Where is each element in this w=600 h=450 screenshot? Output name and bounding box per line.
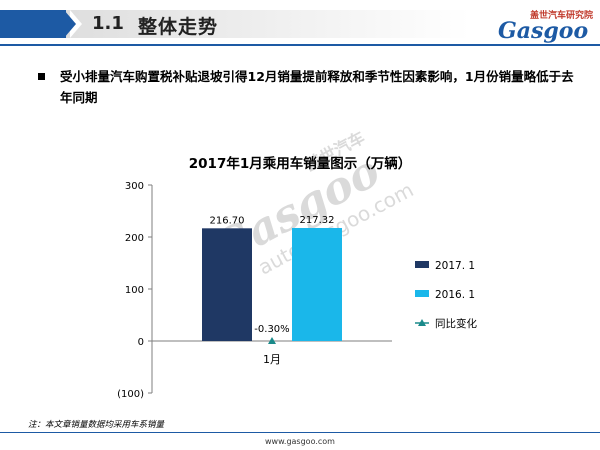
header-divider (0, 44, 600, 46)
logo-chinese-text: 盖世汽车研究院 (530, 11, 594, 21)
legend-label: 2017. 1 (435, 260, 475, 272)
yoy-marker (268, 337, 276, 344)
footer-url: www.gasgoo.com (265, 437, 335, 446)
footnote: 注：本文章销量数据均采用车系销量 (28, 420, 165, 430)
footer-divider (0, 432, 600, 433)
legend-swatch (415, 290, 429, 297)
bar-data-label: 216.70 (210, 215, 245, 226)
bullet-icon (38, 73, 45, 80)
legend-swatch (415, 261, 429, 268)
bar-2016 (292, 227, 342, 341)
x-category-label: 1月 (263, 353, 281, 366)
bar-data-label: 217.32 (300, 215, 335, 226)
yoy-data-label: -0.30% (254, 324, 289, 335)
legend-label: 同比变化 (435, 317, 477, 330)
logo-english-text: Gasgoo (498, 18, 589, 44)
y-tick-label: 100 (125, 285, 144, 296)
section-number: 1.1 (92, 13, 124, 34)
gasgoo-logo: 盖世汽车研究院 Gasgoo (496, 8, 596, 44)
section-title: 整体走势 (138, 16, 219, 38)
bullet-text: 受小排量汽车购置税补贴退坡引得12月销量提前释放和季节性因素影响，1月份销量略低… (60, 69, 574, 105)
bar-2017 (202, 228, 252, 341)
y-tick-label: 200 (125, 233, 144, 244)
chart-title: 2017年1月乘用车销量图示（万辆） (188, 156, 412, 172)
legend-marker (418, 319, 426, 326)
header-bar: 1.1 整体走势 盖世汽车研究院 Gasgoo (0, 0, 600, 48)
legend-label: 2016. 1 (435, 289, 475, 301)
y-tick-label: (100) (117, 389, 144, 400)
header-chevron (64, 10, 76, 38)
y-tick-label: 0 (138, 337, 144, 348)
y-tick-label: 300 (125, 181, 144, 192)
header-accent-block (0, 10, 66, 38)
